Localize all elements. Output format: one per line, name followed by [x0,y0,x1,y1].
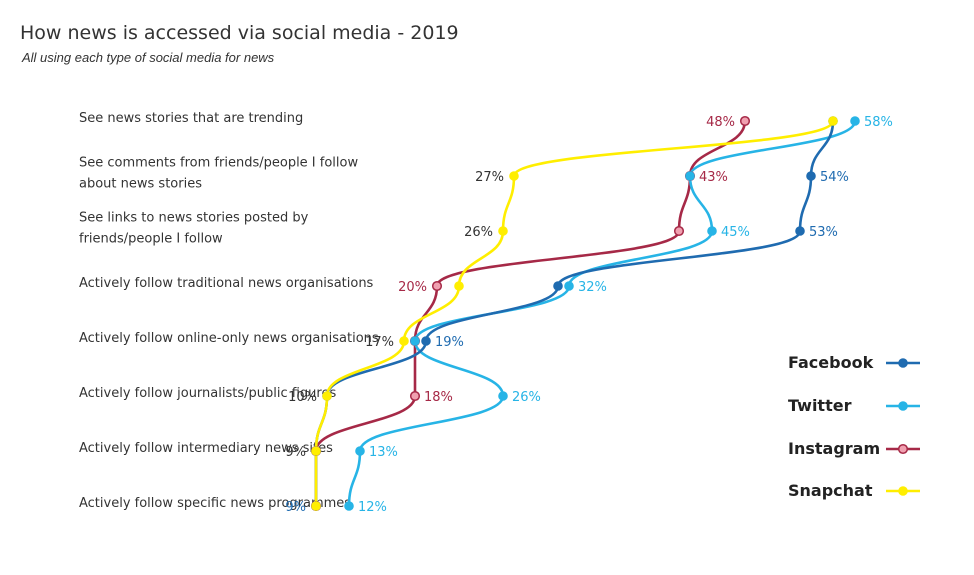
legend-label-snapchat: Snapchat [788,481,873,500]
legend-label-facebook: Facebook [788,353,874,372]
legend-marker-instagram [897,443,909,455]
legend-label-twitter: Twitter [788,396,852,415]
twitter-value-label: 12% [358,500,387,515]
category-label: Actively follow journalists/public figur… [79,386,336,401]
chart-title: How news is accessed via social media - … [20,22,459,44]
category-label: See comments from friends/people I follo… [79,156,358,192]
twitter-point [410,336,420,346]
twitter-point [850,116,860,126]
instagram-point [409,390,421,402]
legend-label-instagram: Instagram [788,439,880,458]
twitter-point [355,446,365,456]
snapchat-value-label: 9% [285,445,306,460]
facebook-value-label: 19% [435,335,464,350]
facebook-value-label: 54% [820,170,849,185]
legend-marker-snapchat [898,486,908,496]
twitter-point [707,226,717,236]
snapchat-point [828,116,838,126]
facebook-value-label: 53% [809,225,838,240]
category-label: Actively follow specific news programmes [79,496,351,511]
snapchat-point [399,336,409,346]
snapchat-point [498,226,508,236]
snapchat-point [509,171,519,181]
instagram-value-label: 18% [424,390,453,405]
snapchat-point [454,281,464,291]
category-label: Actively follow online-only news organis… [79,331,379,346]
twitter-point [344,501,354,511]
instagram-point [673,225,685,237]
facebook-value-label: 9% [285,500,306,515]
legend-marker-facebook [898,358,908,368]
twitter-point [564,281,574,291]
twitter-value-label: 32% [578,280,607,295]
instagram-point [431,280,443,292]
instagram-value-label: 43% [699,170,728,185]
instagram-point [739,115,751,127]
legend: Facebook Twitter Instagram Snapchat [788,353,920,500]
facebook-point [806,171,816,181]
legend-marker-twitter [898,401,908,411]
facebook-point [795,226,805,236]
category-label: See links to news stories posted by frien… [79,211,309,247]
snapchat-value-label: 10% [288,390,317,405]
snapchat-value-label: 27% [475,170,504,185]
category-labels: See news stories that are trending See co… [79,111,379,511]
snapchat-point [311,446,321,456]
category-label: Actively follow traditional news organis… [79,276,374,291]
category-label: Actively follow intermediary news sites [79,441,333,456]
chart-subtitle: All using each type of social media for … [21,50,275,65]
facebook-point [553,281,563,291]
twitter-point [498,391,508,401]
twitter-point [685,171,695,181]
data-labels: 54% 53% 19% 9% 58% 45% 32% 26% 13% 12% 48% 43% 20% 18… [285,115,893,515]
snapchat-point [322,391,332,401]
snapchat-value-label: 26% [464,225,493,240]
instagram-value-label: 20% [398,280,427,295]
twitter-value-label: 45% [721,225,750,240]
instagram-value-label: 48% [706,115,735,130]
data-points [310,115,860,512]
snapchat-point [311,501,321,511]
twitter-value-label: 13% [369,445,398,460]
twitter-value-label: 26% [512,390,541,405]
snapchat-value-label: 17% [365,335,394,350]
twitter-value-label: 58% [864,115,893,130]
category-label: See news stories that are trending [79,111,303,126]
facebook-point [421,336,431,346]
